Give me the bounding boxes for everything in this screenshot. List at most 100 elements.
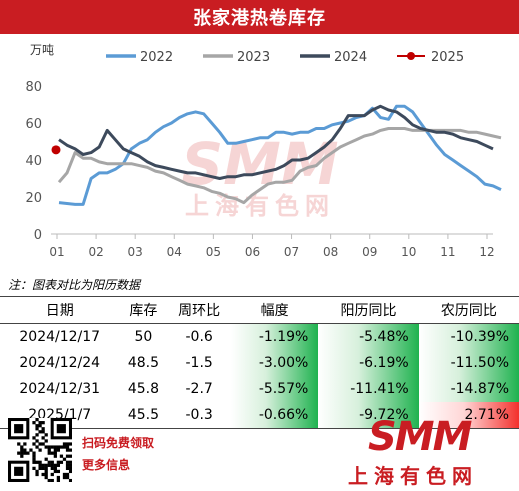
qr-module xyxy=(65,454,70,458)
qr-module xyxy=(44,463,48,467)
qr-module xyxy=(53,466,57,471)
qr-module xyxy=(38,430,42,434)
x-tick-label: 11 xyxy=(440,245,455,259)
date-cell: 2024/12/17 xyxy=(19,329,101,345)
qr-module xyxy=(32,466,36,471)
cta-line-2: 更多信息 xyxy=(82,458,131,472)
qr-module xyxy=(38,466,42,471)
qr-module xyxy=(68,448,73,452)
lunar-yoy-cell: -11.50% xyxy=(418,350,519,376)
chart-series xyxy=(51,104,502,206)
table-row: 2024/12/17 50 -0.6 -1.19% -5.48% -10.39% xyxy=(0,323,519,350)
y-axis-unit: 万吨 xyxy=(30,43,54,57)
qr-module xyxy=(53,454,57,458)
qr-module xyxy=(65,466,70,471)
qr-module xyxy=(38,460,42,464)
x-tick-label: 02 xyxy=(88,245,103,259)
logo-text: 上海有色网 xyxy=(348,464,478,488)
range-cell: -3.00% xyxy=(230,350,319,376)
qr-module xyxy=(62,442,67,446)
qr-module xyxy=(56,478,61,483)
smm-logo: SMM 上海有色网 xyxy=(338,414,513,488)
qr-module xyxy=(56,469,61,474)
qr-module xyxy=(35,439,39,443)
qr-module xyxy=(44,466,48,471)
qr-module xyxy=(59,460,64,464)
qr-module xyxy=(53,445,57,449)
qr-module xyxy=(35,424,39,428)
y-tick-label: 20 xyxy=(25,191,42,206)
qr-module xyxy=(41,430,45,434)
qr-finder-core xyxy=(14,466,24,476)
stock-cell: 45.8 xyxy=(127,381,159,397)
qr-module xyxy=(47,451,51,455)
stock-cell: 45.5 xyxy=(119,402,168,429)
series-2024-line xyxy=(58,104,494,180)
qr-module xyxy=(50,451,54,455)
qr-module xyxy=(41,442,45,446)
qr-module xyxy=(38,448,42,452)
qr-module xyxy=(47,448,51,452)
y-tick-label: 40 xyxy=(25,154,42,169)
column-header: 周环比 xyxy=(167,296,231,324)
series-2025-point xyxy=(51,145,61,155)
range-cell: -1.19% xyxy=(230,323,319,350)
qr-module xyxy=(41,421,45,425)
qr-module xyxy=(20,454,24,458)
legend-label: 2025 xyxy=(431,50,464,65)
qr-finder-core xyxy=(14,424,24,434)
column-header: 幅度 xyxy=(230,296,319,324)
x-tick-label: 06 xyxy=(245,245,260,259)
qr-module xyxy=(23,448,27,452)
qr-module xyxy=(68,460,73,464)
qr-module xyxy=(23,442,27,446)
wow-cell: -1.5 xyxy=(185,355,213,371)
qr-module xyxy=(53,448,57,452)
qr-module xyxy=(44,433,48,437)
x-tick-label: 10 xyxy=(401,245,416,259)
x-tick-label: 09 xyxy=(362,245,377,259)
qr-module xyxy=(26,451,30,455)
qr-module xyxy=(47,478,51,483)
x-tick-label: 03 xyxy=(128,245,143,259)
qr-module xyxy=(65,460,70,464)
qr-module xyxy=(56,445,61,449)
qr-module xyxy=(50,460,54,464)
qr-module xyxy=(62,472,67,477)
qr-module xyxy=(53,469,57,474)
x-tick-label: 07 xyxy=(284,245,299,259)
qr-module xyxy=(65,448,70,452)
qr-module xyxy=(32,451,36,455)
legend-label: 2022 xyxy=(140,50,173,65)
qr-module xyxy=(65,463,70,467)
qr-module xyxy=(68,469,73,474)
qr-module xyxy=(38,421,42,425)
wow-cell: -0.3 xyxy=(167,402,231,429)
lunar-yoy-cell: -14.87% xyxy=(418,376,519,402)
column-header: 阳历同比 xyxy=(318,296,419,324)
table-row: 2024/12/24 48.5 -1.5 -3.00% -6.19% -11.50% xyxy=(0,350,519,376)
qr-module xyxy=(41,472,45,477)
range-cell: -5.57% xyxy=(230,376,319,402)
y-tick-label: 80 xyxy=(25,80,42,95)
qr-module xyxy=(32,460,36,464)
qr-module xyxy=(68,454,73,458)
qr-module xyxy=(47,460,51,464)
watermark-text: 上海有色网 xyxy=(185,192,335,220)
qr-cta: 扫码免费领取 更多信息 xyxy=(82,432,154,476)
qr-module xyxy=(41,436,45,440)
qr-module xyxy=(59,454,64,458)
qr-module xyxy=(20,451,24,455)
qr-module xyxy=(68,463,73,467)
solar-yoy-cell: -11.41% xyxy=(318,376,419,402)
page-title: 张家港热卷库存 xyxy=(0,0,519,34)
qr-module xyxy=(50,472,54,477)
qr-module xyxy=(68,442,73,446)
qr-module xyxy=(17,442,21,446)
qr-code[interactable] xyxy=(8,418,73,483)
qr-module xyxy=(53,463,57,467)
qr-module xyxy=(62,475,67,480)
qr-module xyxy=(65,442,70,446)
